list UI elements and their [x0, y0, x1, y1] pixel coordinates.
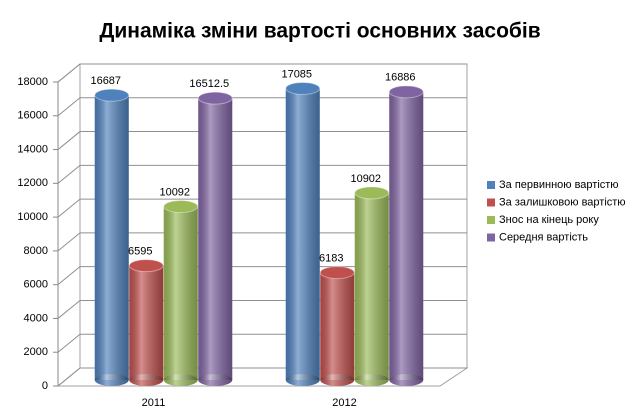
- legend-label: За первинною вартістю: [499, 179, 619, 191]
- legend-swatch: [487, 198, 495, 207]
- grid-line: [57, 63, 467, 83]
- bar-top: [94, 88, 130, 102]
- bar-shade-base: [285, 374, 320, 386]
- y-tick-label: 0: [42, 380, 48, 392]
- value-label: 6595: [128, 246, 152, 258]
- y-tick-label: 4000: [24, 312, 48, 324]
- bar-top: [163, 200, 199, 214]
- bar-shade: [129, 265, 164, 380]
- value-label: 16687: [90, 75, 121, 87]
- legend-swatch: [487, 181, 495, 189]
- grid-line: [57, 131, 467, 150]
- y-tick-label: 16000: [17, 110, 48, 122]
- bar-shade: [198, 98, 233, 380]
- y-tick-label: 8000: [24, 245, 48, 257]
- bar-shade-base: [129, 374, 164, 386]
- x-tick-label: 2011: [142, 397, 166, 409]
- bar-shade-base: [94, 374, 129, 386]
- bar-shade: [163, 206, 198, 380]
- chart-title: Динаміка зміни вартості основних засобів: [99, 20, 540, 43]
- legend-label: Середня вартість: [499, 231, 588, 243]
- bar-shade-base: [163, 374, 198, 386]
- bar-shade-base: [198, 374, 233, 386]
- bar-top: [128, 259, 164, 273]
- bar-shade-base: [320, 374, 355, 386]
- x-tick-label: 2012: [332, 397, 356, 409]
- y-tick-label: 10000: [17, 211, 48, 223]
- bar-top: [388, 85, 424, 99]
- grid-line: [57, 164, 467, 184]
- bar-shade: [94, 95, 129, 380]
- grid-line: [57, 198, 467, 218]
- legend-label: Знос на кінець року: [499, 214, 599, 226]
- bar-top: [197, 91, 233, 105]
- value-label: 17085: [281, 68, 312, 80]
- bar-shade-base: [389, 374, 424, 386]
- bar-shade: [354, 192, 389, 380]
- bar-shade: [285, 88, 320, 380]
- value-label: 6183: [319, 252, 343, 264]
- grid-line: [57, 232, 467, 252]
- y-tick-label: 18000: [17, 76, 48, 88]
- value-label: 16886: [385, 72, 416, 84]
- bar-top: [285, 81, 321, 95]
- bar-top: [354, 186, 390, 200]
- bar-top: [319, 266, 355, 280]
- y-tick-label: 6000: [24, 279, 48, 291]
- legend-swatch: [487, 233, 495, 242]
- y-tick-label: 2000: [24, 346, 48, 358]
- value-label: 16512.5: [189, 78, 229, 90]
- y-tick-label: 14000: [17, 143, 48, 155]
- grid-line: [57, 97, 467, 117]
- legend-swatch: [487, 216, 495, 224]
- legend-label: За залишковою вартістю: [499, 196, 626, 208]
- bar-shade-base: [354, 374, 389, 386]
- bar-shade: [389, 91, 424, 381]
- y-tick-label: 12000: [17, 177, 48, 189]
- bar-shade: [320, 272, 355, 380]
- value-label: 10902: [350, 173, 381, 185]
- value-label: 10092: [159, 186, 190, 198]
